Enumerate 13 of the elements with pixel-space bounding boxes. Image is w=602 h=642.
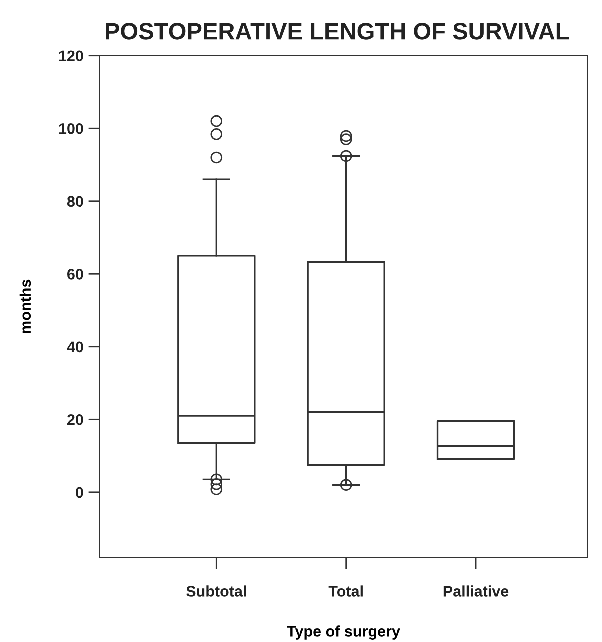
y-tick-label: 100: [59, 123, 84, 134]
y-tick-label: 20: [68, 414, 84, 426]
y-tick-label: 40: [67, 342, 84, 353]
y-tick-label: 0: [76, 487, 84, 498]
y-axis-title: months: [20, 280, 32, 334]
x-tick-label: Total: [328, 586, 363, 597]
x-tick-label: Palliative: [444, 586, 509, 597]
chart-title: POSTOPERATIVE LENGTH OF SURVIVAL: [106, 23, 570, 40]
y-tick-label: 120: [59, 50, 84, 62]
x-axis-title: Type of surgery: [287, 626, 400, 640]
x-tick-label: Subtotal: [186, 586, 246, 597]
y-tick-label: 60: [68, 269, 84, 280]
y-tick-label: 80: [67, 196, 84, 208]
